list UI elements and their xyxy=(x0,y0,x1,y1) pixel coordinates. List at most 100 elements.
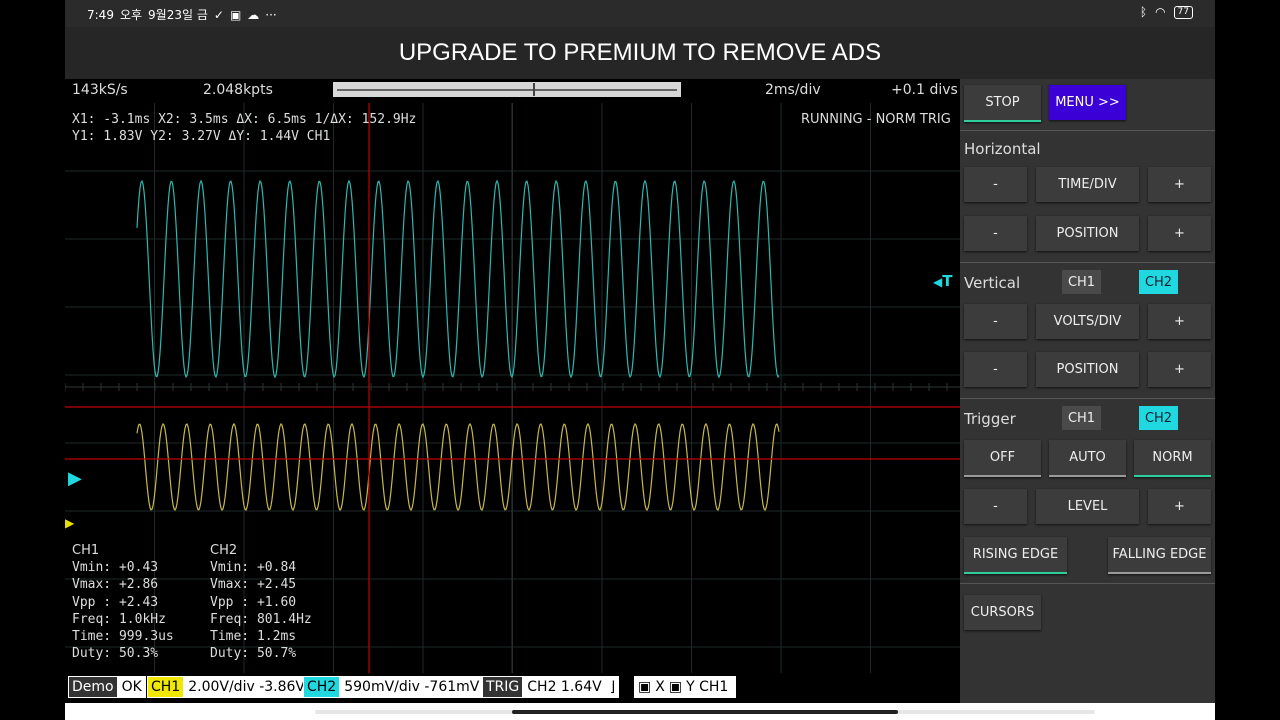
ch1-vpp: Vpp : +2.43 xyxy=(72,594,159,610)
ch2-vmax: Vmax: +2.45 xyxy=(210,577,297,593)
trigger-ch1-button[interactable]: CH1 xyxy=(1062,406,1101,430)
status-bar: 7:49 오후 9월23일 금 ✓ ▣ ☁ ··· ᛒ ◠ 77 xyxy=(65,0,1215,27)
channel-info-bar: Demo OK CH1 2.00V/div -3.86V CH2 590mV/d… xyxy=(65,675,960,703)
ch2-time: Time: 1.2ms xyxy=(210,629,297,645)
level-minus-button[interactable]: - xyxy=(964,489,1027,524)
record-length: 2.048kpts xyxy=(203,82,273,98)
ch1-tag: CH1 xyxy=(148,677,184,697)
ch2-chip[interactable]: CH2 590mV/div -761mV xyxy=(303,676,484,698)
ch2-ground-marker[interactable]: ▶ xyxy=(68,468,82,489)
ch1-chip[interactable]: CH1 2.00V/div -3.86V xyxy=(147,676,309,698)
xy-chip[interactable]: ▣ X ▣ Y CH1 xyxy=(634,676,737,698)
control-panel: STOP MENU >> Horizontal - TIME/DIV + - P… xyxy=(960,79,1215,703)
premium-ad-banner[interactable]: UPGRADE TO PREMIUM TO REMOVE ADS xyxy=(65,27,1215,79)
bluetooth-icon: ᛒ xyxy=(1139,5,1148,19)
ch1-ground-marker[interactable]: ▶ xyxy=(65,516,75,530)
trigger-ch2-button[interactable]: CH2 xyxy=(1139,406,1178,430)
time-div-plus-button[interactable]: + xyxy=(1148,167,1211,202)
h-position-minus-button[interactable]: - xyxy=(964,216,1027,251)
cursor-readout-x: X1: -3.1ms X2: 3.5ms ΔX: 6.5ms 1/ΔX: 152… xyxy=(72,112,417,127)
divider xyxy=(960,262,1215,263)
ch1-measurements: CH1 Vmin: +0.43 Vmax: +2.86 Vpp : +2.43 … xyxy=(72,542,174,662)
check-icon: ✓ xyxy=(213,7,224,22)
ch1-duty: Duty: 50.3% xyxy=(72,646,159,662)
h-position-button[interactable]: POSITION xyxy=(1036,216,1139,251)
trig-tag: TRIG xyxy=(483,677,523,697)
battery-icon: 77 xyxy=(1173,5,1193,19)
ch1-settings: 2.00V/div -3.86V xyxy=(188,679,305,695)
scroll-position-marker[interactable] xyxy=(533,83,535,96)
level-plus-button[interactable]: + xyxy=(1148,489,1211,524)
trigger-auto-button[interactable]: AUTO xyxy=(1049,440,1126,477)
trigger-chip[interactable]: TRIG CH2 1.64V ⌋ xyxy=(482,676,620,698)
divider xyxy=(960,398,1215,399)
navigation-bar xyxy=(65,703,1215,720)
ch1-trace xyxy=(136,422,780,512)
home-gesture-handle[interactable] xyxy=(512,710,898,714)
h-position-plus-button[interactable]: + xyxy=(1148,216,1211,251)
horizontal-offset-readout: +0.1 divs xyxy=(891,82,958,98)
more-notifications-icon: ··· xyxy=(265,7,277,22)
v-position-plus-button[interactable]: + xyxy=(1148,352,1211,387)
trigger-level-marker[interactable]: ◀T xyxy=(933,272,952,290)
ch1-measure-title: CH1 xyxy=(72,543,100,558)
cursor-readout-y: Y1: 1.83V Y2: 3.27V ΔY: 1.44V CH1 xyxy=(72,129,331,144)
scope-display[interactable]: 143kS/s 2.048kpts 2ms/div +0.1 divs X1: … xyxy=(65,79,960,703)
trigger-level-button[interactable]: LEVEL xyxy=(1036,489,1139,524)
clock-time: 7:49 xyxy=(87,7,114,22)
vertical-ch2-button[interactable]: CH2 xyxy=(1139,270,1178,294)
trigger-off-button[interactable]: OFF xyxy=(964,440,1041,477)
sample-rate: 143kS/s xyxy=(72,82,128,98)
cloud-icon: ☁ xyxy=(247,7,260,22)
vertical-ch1-button[interactable]: CH1 xyxy=(1062,270,1101,294)
ch2-tag: CH2 xyxy=(304,677,340,697)
ch2-measure-title: CH2 xyxy=(210,543,238,558)
rising-edge-button[interactable]: RISING EDGE xyxy=(964,537,1067,574)
v-position-minus-button[interactable]: - xyxy=(964,352,1027,387)
cursors-button[interactable]: CURSORS xyxy=(964,595,1041,630)
y-checkbox-icon[interactable]: ▣ xyxy=(668,679,683,695)
volts-div-minus-button[interactable]: - xyxy=(964,304,1027,339)
rising-edge-icon: ⌋ xyxy=(609,679,616,695)
ch1-vmax: Vmax: +2.86 xyxy=(72,577,159,593)
x-label: X xyxy=(655,679,665,695)
divider xyxy=(960,130,1215,131)
horizontal-label: Horizontal xyxy=(964,140,1041,158)
menu-button[interactable]: MENU >> xyxy=(1049,85,1126,120)
wifi-icon: ◠ xyxy=(1155,5,1166,19)
ch1-time: Time: 999.3us xyxy=(72,629,174,645)
stop-button[interactable]: STOP xyxy=(964,85,1041,122)
ch2-duty: Duty: 50.7% xyxy=(210,646,297,662)
demo-chip[interactable]: Demo OK xyxy=(68,676,146,698)
y-label: Y CH1 xyxy=(686,679,729,695)
banner-text: UPGRADE TO PREMIUM TO REMOVE ADS xyxy=(398,39,882,66)
vertical-label: Vertical xyxy=(964,274,1021,292)
demo-tag: Demo xyxy=(69,677,117,697)
ch2-vmin: Vmin: +0.84 xyxy=(210,560,297,576)
v-position-button[interactable]: POSITION xyxy=(1036,352,1139,387)
acquisition-status: RUNNING - NORM TRIG xyxy=(801,112,951,127)
timebase-readout: 2ms/div xyxy=(765,82,821,98)
ch2-trace xyxy=(136,179,780,379)
trigger-marker-label: T xyxy=(942,272,953,290)
x-checkbox-icon[interactable]: ▣ xyxy=(638,679,652,695)
ch2-measurements: CH2 Vmin: +0.84 Vmax: +2.45 Vpp : +1.60 … xyxy=(210,542,312,662)
scope-grid xyxy=(65,103,960,673)
volts-div-button[interactable]: VOLTS/DIV xyxy=(1036,304,1139,339)
ch2-vpp: Vpp : +1.60 xyxy=(210,594,297,610)
clock-date: 9월23일 금 xyxy=(148,8,208,22)
ch1-freq: Freq: 1.0kHz xyxy=(72,611,166,627)
waveform-scroll-bar[interactable] xyxy=(333,82,681,97)
falling-edge-button[interactable]: FALLING EDGE xyxy=(1108,537,1211,574)
trigger-norm-button[interactable]: NORM xyxy=(1134,440,1211,477)
trigger-arrow-icon: ◀ xyxy=(933,275,943,289)
time-div-button[interactable]: TIME/DIV xyxy=(1036,167,1139,202)
volts-div-plus-button[interactable]: + xyxy=(1148,304,1211,339)
trigger-label: Trigger xyxy=(964,410,1016,428)
chat-icon: ▣ xyxy=(229,7,242,22)
scroll-rail xyxy=(337,89,677,91)
ch2-settings: 590mV/div -761mV xyxy=(344,679,480,695)
time-div-minus-button[interactable]: - xyxy=(964,167,1027,202)
clock-ampm: 오후 xyxy=(119,8,143,22)
ch2-freq: Freq: 801.4Hz xyxy=(210,611,312,627)
